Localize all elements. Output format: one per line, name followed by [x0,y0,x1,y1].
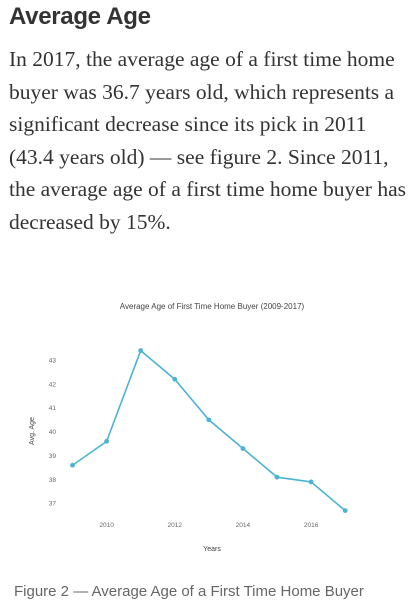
figure-caption: Figure 2 — Average Age of a First Time H… [14,583,364,600]
x-tick-label: 2014 [236,522,251,529]
x-axis-label: Years [203,546,221,553]
y-tick-label: 40 [49,429,57,436]
data-point [206,417,212,423]
chart-title: Average Age of First Time Home Buyer (20… [120,302,305,311]
y-tick-label: 42 [49,381,57,388]
data-point [274,474,280,480]
data-point [104,438,110,444]
data-point [172,376,178,382]
x-tick-label: 2012 [168,522,183,529]
x-tick-label: 2010 [99,522,114,529]
data-point [240,446,246,451]
series-line [72,349,346,512]
y-axis-ticks: 37 38 39 40 41 42 43 [49,357,57,507]
figure: Average Age of First Time Home Buyer (20… [0,285,415,575]
y-tick-label: 37 [49,501,57,508]
section-heading: Average Age [9,3,151,30]
y-tick-label: 41 [49,405,57,412]
data-point [342,508,348,514]
y-tick-label: 43 [49,357,57,364]
x-axis-ticks: 2010 2012 2014 2016 [99,522,318,529]
x-tick-label: 2016 [304,522,319,529]
series-layer [70,348,348,514]
y-tick-label: 39 [49,453,57,460]
line-chart: Average Age of First Time Home Buyer (20… [29,302,348,553]
section-paragraph: In 2017, the average age of a first time… [9,47,406,234]
y-tick-label: 38 [49,477,57,484]
data-point [308,479,314,485]
data-point [70,462,75,468]
y-axis-label: Avg. Age [29,417,36,445]
data-point [138,348,144,353]
